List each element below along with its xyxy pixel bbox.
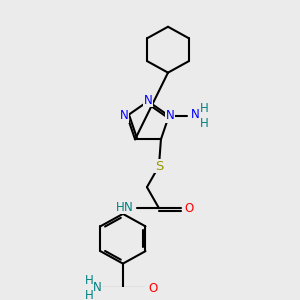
Text: H: H — [85, 274, 93, 287]
Text: O: O — [148, 282, 158, 295]
Text: N: N — [144, 94, 152, 107]
Text: H: H — [85, 289, 93, 300]
Text: N: N — [166, 109, 174, 122]
Text: N: N — [93, 281, 101, 294]
Text: N: N — [120, 109, 128, 122]
Text: N: N — [124, 201, 132, 214]
Text: N: N — [190, 108, 199, 122]
Text: H: H — [200, 102, 208, 115]
Text: H: H — [116, 201, 124, 214]
Text: O: O — [184, 202, 194, 215]
Text: S: S — [155, 160, 163, 172]
Text: H: H — [200, 117, 208, 130]
